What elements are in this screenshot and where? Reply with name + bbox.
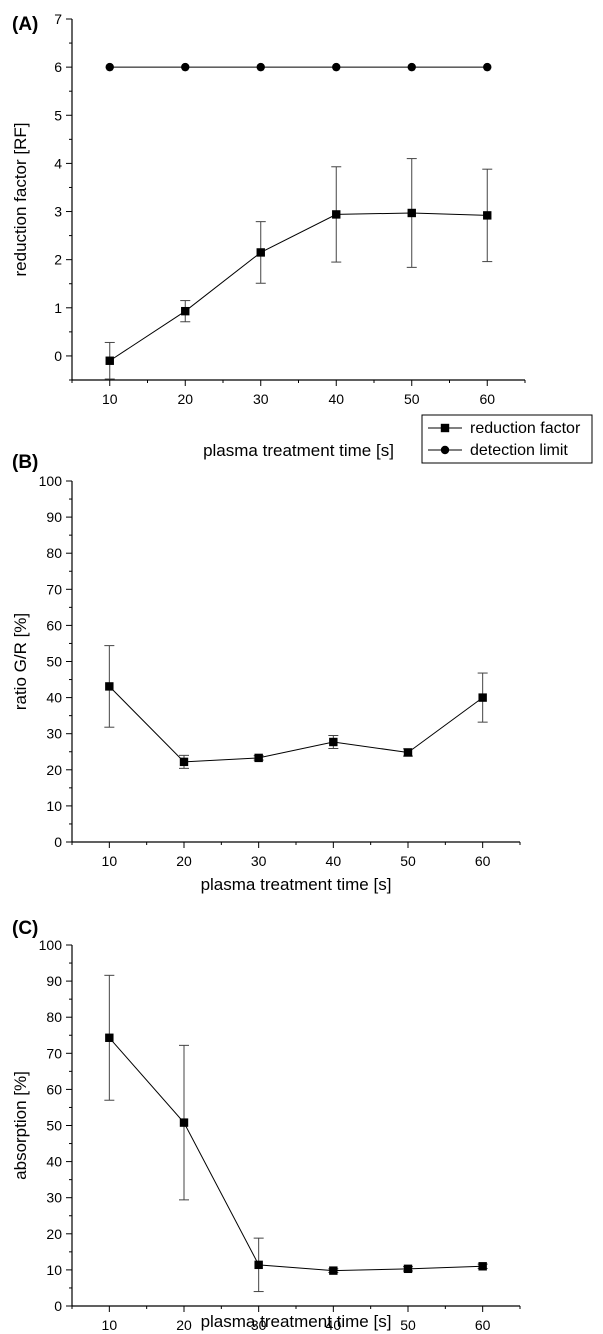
x-tick-label: 60: [475, 853, 491, 869]
series-line: [108, 686, 483, 763]
x-tick-label: 30: [253, 391, 269, 407]
series-line: [109, 212, 488, 362]
y-tick-label: 70: [46, 1045, 62, 1061]
y-tick-label: 6: [54, 59, 62, 75]
y-tick-label: 100: [39, 937, 63, 953]
y-tick-label: 50: [46, 654, 62, 670]
data-point: [483, 62, 492, 72]
x-axis-title: plasma treatment time [s]: [201, 875, 392, 894]
y-tick-label: 20: [46, 1226, 62, 1242]
y-tick-label: 50: [46, 1118, 62, 1134]
y-tick-label: 60: [46, 1081, 62, 1097]
data-point: [105, 356, 114, 365]
data-point: [403, 748, 413, 757]
panel-label: (C): [12, 918, 38, 939]
series-1: [104, 974, 488, 1293]
x-axis-title: plasma treatment time [s]: [201, 1312, 392, 1331]
y-tick-label: 7: [54, 11, 62, 27]
x-tick-label: 20: [176, 1317, 192, 1333]
legend-label: reduction factor: [470, 420, 581, 437]
data-point: [256, 248, 265, 257]
x-tick-label: 40: [326, 1317, 342, 1333]
legend-marker: [440, 445, 450, 455]
legend-box: [421, 414, 593, 464]
y-axis-title: absorption [%]: [11, 1071, 30, 1180]
data-point: [329, 1266, 338, 1275]
data-point: [179, 1118, 189, 1127]
x-tick-label: 10: [102, 1317, 118, 1333]
y-tick-label: 30: [46, 726, 62, 742]
y-tick-label: 10: [46, 1262, 62, 1278]
y-tick-label: 0: [54, 834, 62, 850]
x-axis-title: plasma treatment time [s]: [203, 441, 394, 460]
x-tick-label: 20: [176, 853, 192, 869]
y-tick-label: 10: [46, 798, 62, 814]
y-tick-label: 5: [54, 107, 62, 123]
data-point: [254, 1260, 263, 1270]
data-point: [105, 1033, 114, 1042]
y-tick-label: 0: [54, 1298, 62, 1314]
data-point: [105, 62, 114, 72]
y-tick-label: 2: [54, 252, 62, 268]
panel-label: (A): [12, 14, 38, 35]
series-1: [104, 645, 488, 769]
x-tick-label: 40: [326, 853, 342, 869]
x-tick-label: 60: [479, 391, 495, 407]
series-1: [104, 158, 493, 380]
x-tick-label: 50: [400, 853, 416, 869]
panel-3: (C) 0 10 20 30 40 50 60 70 80 90 100 10 20 30 40 50 60 pla…: [11, 918, 521, 1333]
series-2: [105, 62, 492, 72]
y-tick-label: 80: [46, 545, 62, 561]
legend-marker: [440, 423, 450, 433]
panel-1: (A) 0 1 2 3 4 5 6 7 10 20 30 40 50 60 plasma treatment …: [11, 11, 593, 464]
y-tick-label: 40: [46, 1154, 62, 1170]
y-tick-label: 3: [54, 204, 62, 220]
y-tick-label: 100: [39, 473, 63, 489]
data-point: [407, 208, 416, 218]
data-point: [407, 62, 416, 72]
x-tick-label: 10: [102, 853, 118, 869]
data-point: [181, 306, 190, 316]
panel-label: (B): [12, 452, 38, 473]
x-tick-label: 40: [328, 391, 344, 407]
y-tick-label: 20: [46, 762, 62, 778]
data-point: [181, 62, 190, 72]
data-point: [105, 682, 114, 691]
data-point: [478, 693, 487, 702]
y-tick-label: 1: [54, 300, 62, 316]
x-tick-label: 20: [177, 391, 193, 407]
x-tick-label: 30: [251, 853, 267, 869]
data-point: [256, 62, 265, 72]
y-tick-label: 90: [46, 973, 62, 989]
y-tick-label: 4: [54, 155, 62, 171]
y-tick-label: 40: [46, 690, 62, 706]
x-tick-label: 10: [102, 391, 118, 407]
legend: reduction factor detection limit: [421, 414, 593, 464]
data-point: [332, 210, 341, 219]
data-point: [329, 737, 338, 747]
panel-2: (B) 0 10 20 30 40 50 60 70 80 90 100 10 20 30 40 50 60 pla…: [11, 452, 521, 894]
data-point: [332, 62, 341, 72]
y-tick-label: 30: [46, 1190, 62, 1206]
y-tick-label: 90: [46, 509, 62, 525]
x-tick-label: 30: [251, 1317, 267, 1333]
x-tick-label: 60: [475, 1317, 491, 1333]
y-tick-label: 80: [46, 1009, 62, 1025]
x-tick-label: 50: [400, 1317, 416, 1333]
y-tick-label: 60: [46, 617, 62, 633]
y-axis-title: ratio G/R [%]: [11, 613, 30, 710]
series-line: [108, 1037, 483, 1272]
data-point: [478, 1262, 487, 1271]
x-tick-label: 50: [404, 391, 420, 407]
y-axis-title: reduction factor [RF]: [11, 122, 30, 276]
legend-label: detection limit: [470, 442, 568, 459]
y-tick-label: 70: [46, 581, 62, 597]
data-point: [403, 1264, 413, 1274]
data-point: [254, 753, 263, 763]
data-point: [483, 211, 492, 220]
data-point: [179, 757, 189, 767]
y-tick-label: 0: [54, 348, 62, 364]
